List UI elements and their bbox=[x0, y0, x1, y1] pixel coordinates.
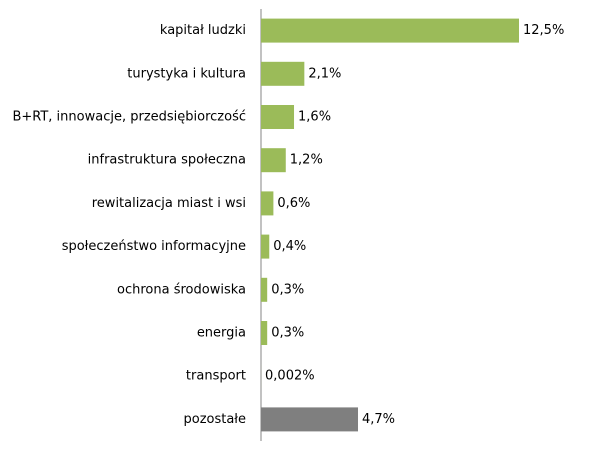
category-label: pozostałe bbox=[183, 412, 246, 427]
category-label: ochrona środowiska bbox=[117, 282, 246, 297]
value-label: 0,6% bbox=[277, 196, 310, 211]
value-label: 0,3% bbox=[271, 326, 304, 341]
bar bbox=[261, 18, 519, 43]
bar bbox=[261, 105, 295, 129]
bar bbox=[261, 234, 270, 259]
bar bbox=[261, 148, 286, 173]
category-label: energia bbox=[197, 326, 246, 341]
bar bbox=[261, 191, 274, 216]
bar bbox=[261, 277, 268, 302]
value-label: 1,2% bbox=[290, 153, 323, 168]
category-label: rewitalizacja miast i wsi bbox=[92, 196, 246, 211]
category-label: transport bbox=[186, 369, 246, 384]
value-label: 12,5% bbox=[523, 23, 564, 38]
value-label: 0,002% bbox=[265, 369, 315, 384]
bar bbox=[261, 61, 305, 86]
category-label: społeczeństwo informacyjne bbox=[62, 239, 246, 254]
category-label: infrastruktura społeczna bbox=[88, 153, 246, 168]
value-label: 0,3% bbox=[271, 282, 304, 297]
bar bbox=[261, 407, 359, 432]
value-label: 2,1% bbox=[308, 66, 341, 81]
value-label: 1,6% bbox=[298, 110, 331, 125]
bar bbox=[261, 321, 268, 345]
category-label: turystyka i kultura bbox=[127, 66, 246, 81]
category-label: B+RT, innowacje, przedsiębiorczość bbox=[12, 110, 246, 125]
value-label: 4,7% bbox=[362, 412, 395, 427]
category-label: kapitał ludzki bbox=[160, 23, 246, 38]
value-label: 0,4% bbox=[273, 239, 306, 254]
